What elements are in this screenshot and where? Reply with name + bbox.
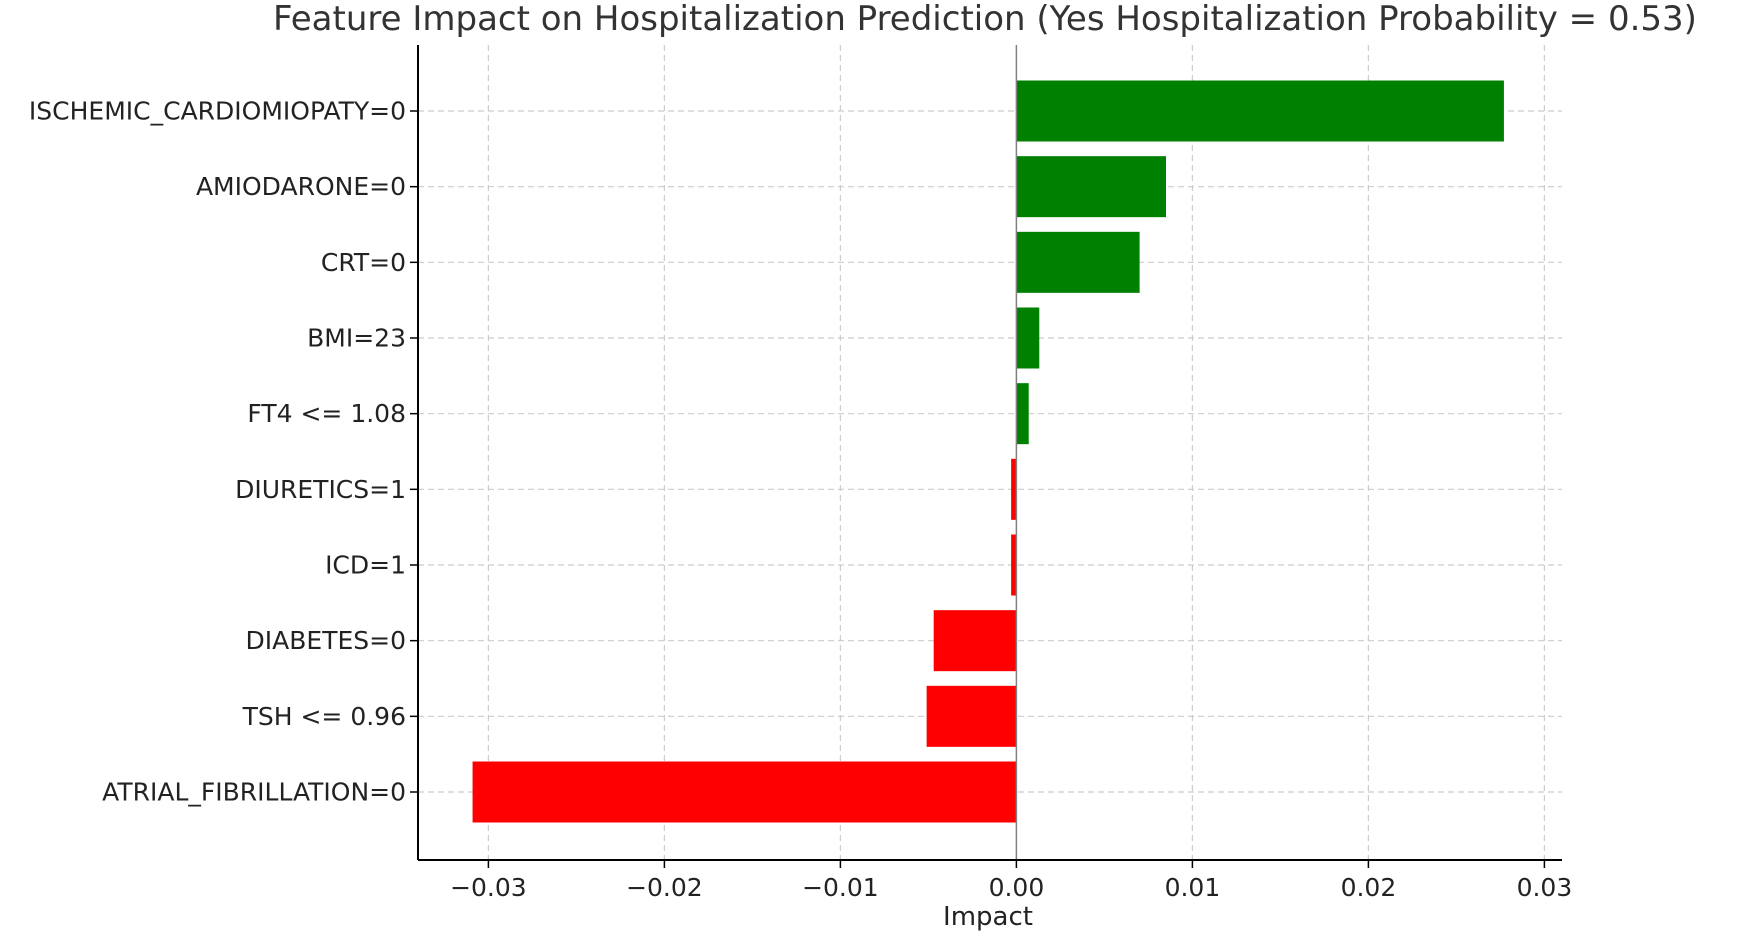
y-tick-label: BMI=23 xyxy=(307,324,406,353)
y-tick-label: DIURETICS=1 xyxy=(235,475,406,504)
y-tick-label: ISCHEMIC_CARDIOMIOPATY=0 xyxy=(29,97,406,126)
bar xyxy=(1011,458,1017,520)
x-tick-label: −0.02 xyxy=(626,873,703,902)
x-tick-labels: −0.03 −0.02 −0.01 0.00 0.01 0.02 0.03 xyxy=(450,860,1572,902)
y-tick-labels: ISCHEMIC_CARDIOMIOPATY=0 AMIODARONE=0 CRT=… xyxy=(29,97,418,807)
bar xyxy=(472,761,1017,823)
bars xyxy=(472,80,1504,823)
bar xyxy=(1016,383,1029,445)
bar xyxy=(1016,156,1166,218)
y-tick-label: ATRIAL_FIBRILLATION=0 xyxy=(102,778,406,807)
x-tick-label: 0.01 xyxy=(1165,873,1221,902)
bar xyxy=(926,685,1017,747)
x-tick-label: −0.03 xyxy=(450,873,527,902)
x-tick-label: 0.00 xyxy=(989,873,1045,902)
bar xyxy=(933,610,1017,672)
bar xyxy=(1011,534,1017,596)
axes xyxy=(417,45,1562,861)
y-tick-label: CRT=0 xyxy=(321,248,406,277)
x-tick-label: −0.01 xyxy=(802,873,879,902)
x-axis-label: Impact xyxy=(943,902,1033,932)
y-tick-label: TSH <= 0.96 xyxy=(242,702,406,731)
y-tick-label: DIABETES=0 xyxy=(246,626,406,655)
x-tick-label: 0.02 xyxy=(1341,873,1397,902)
bar xyxy=(1016,307,1040,369)
x-tick-label: 0.03 xyxy=(1517,873,1573,902)
y-tick-label: FT4 <= 1.08 xyxy=(247,399,406,428)
bar xyxy=(1016,231,1140,293)
y-tick-label: AMIODARONE=0 xyxy=(196,172,406,201)
chart-title: Feature Impact on Hospitalization Predic… xyxy=(273,0,1697,39)
bar xyxy=(1016,80,1504,142)
y-tick-label: ICD=1 xyxy=(325,551,406,580)
